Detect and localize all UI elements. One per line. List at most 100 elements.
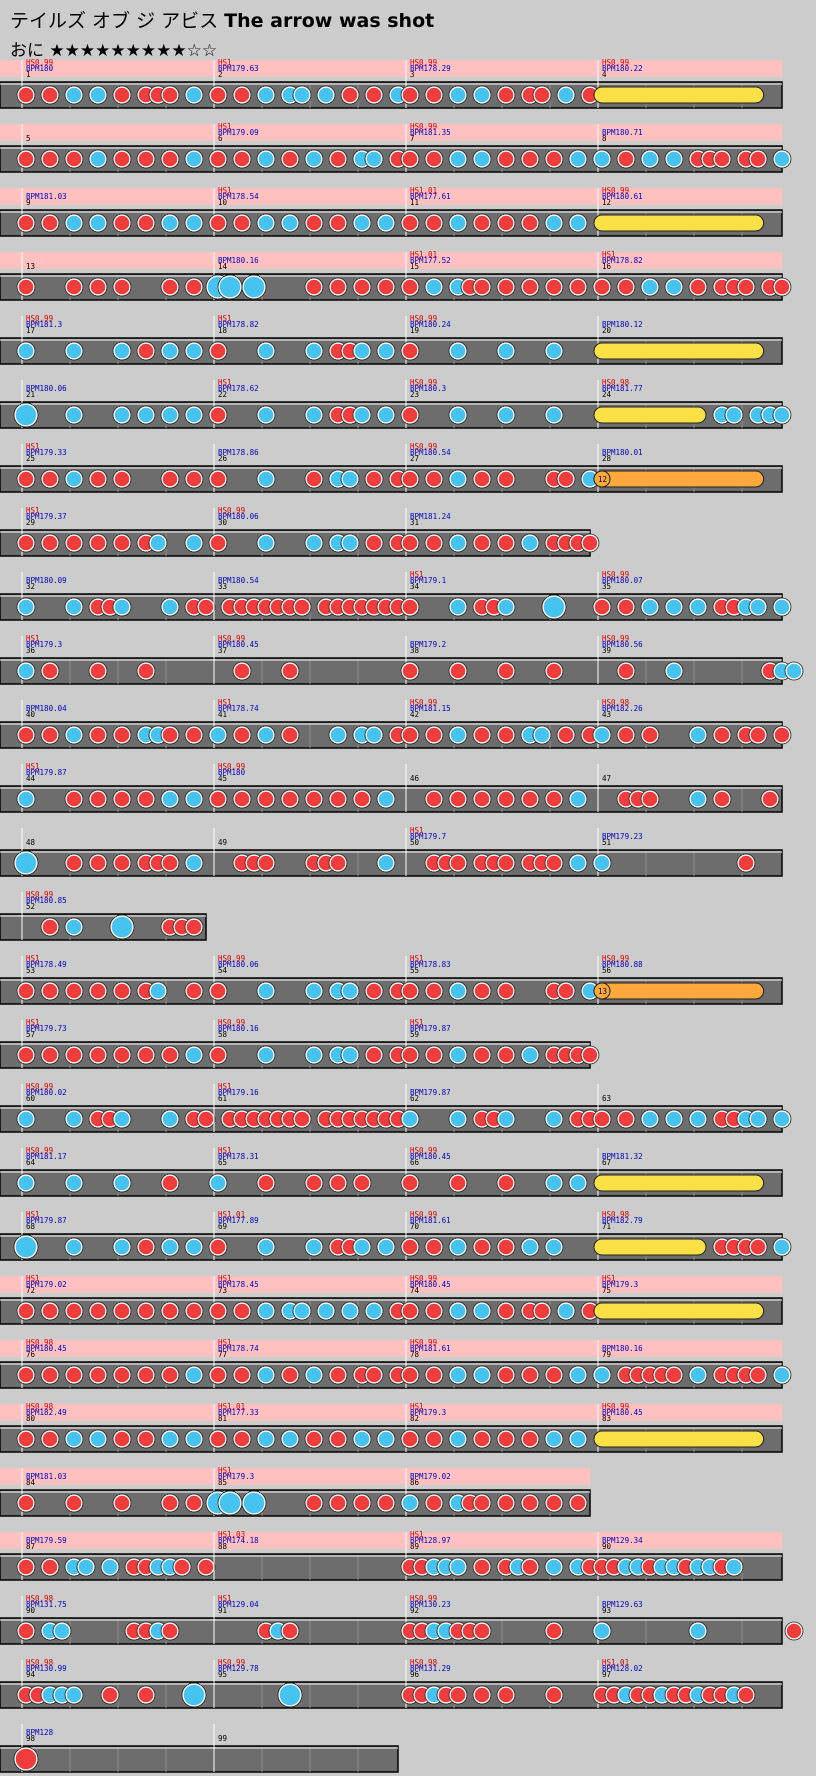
ka-note — [149, 982, 167, 1000]
bpm-label: BPM179.37 — [26, 512, 67, 521]
don-note — [557, 726, 575, 744]
don-note — [341, 86, 359, 104]
ka-note — [305, 1046, 323, 1064]
note-outline — [544, 149, 564, 169]
ka-note — [161, 1430, 179, 1448]
ka-note — [641, 598, 659, 616]
hs-label: HS1.01 — [218, 1210, 245, 1219]
note-outline — [364, 1365, 384, 1385]
note-outline — [448, 341, 468, 361]
note-outline — [544, 1173, 564, 1193]
don-note — [401, 982, 419, 1000]
note-outline — [352, 405, 372, 425]
note-outline — [160, 725, 180, 745]
balloon-count: 12 — [598, 475, 607, 484]
note-outline — [64, 1429, 84, 1449]
don-note — [497, 1046, 515, 1064]
note-outline — [280, 1365, 300, 1385]
note-outline — [136, 1237, 156, 1257]
ka-note — [185, 1366, 203, 1384]
measure-number: 81 — [218, 1414, 227, 1423]
don-note — [293, 598, 311, 616]
ka-note — [569, 214, 587, 232]
note-outline — [496, 597, 516, 617]
note-outline — [376, 1429, 396, 1449]
bpm-label: BPM180.01 — [602, 448, 643, 457]
don-note — [257, 854, 275, 872]
note-outline — [64, 1493, 84, 1513]
note-outline — [664, 1365, 684, 1385]
note-outline — [88, 1365, 108, 1385]
note-outline — [112, 341, 132, 361]
measure-number: 22 — [218, 390, 227, 399]
ka-note — [257, 726, 275, 744]
note-outline — [496, 1045, 516, 1065]
note-outline — [736, 277, 756, 297]
note-outline — [160, 1301, 180, 1321]
note-outline — [208, 1237, 228, 1257]
bpm-label: BPM179.73 — [26, 1024, 67, 1033]
big-note — [182, 1683, 206, 1707]
ka-note — [341, 470, 359, 488]
note-outline — [16, 597, 36, 617]
note-outline — [496, 981, 516, 1001]
ka-note — [257, 1430, 275, 1448]
note-outline — [112, 213, 132, 233]
note-outline — [748, 597, 768, 617]
ka-note — [689, 1366, 707, 1384]
note-outline — [328, 1429, 348, 1449]
ka-note — [665, 150, 683, 168]
note-outline — [256, 725, 276, 745]
ka-note — [17, 790, 35, 808]
don-note — [137, 150, 155, 168]
note-outline — [472, 1365, 492, 1385]
bpm-label: BPM181.61 — [410, 1344, 451, 1353]
note-outline — [556, 981, 576, 1001]
measure-number: 65 — [218, 1158, 227, 1167]
drumroll-note — [593, 1174, 765, 1192]
ka-note — [305, 1366, 323, 1384]
bpm-label: BPM178.31 — [218, 1152, 259, 1161]
note-outline — [472, 1621, 492, 1641]
note-outline — [88, 85, 108, 105]
don-note — [545, 854, 563, 872]
don-note — [17, 86, 35, 104]
note-outline — [544, 1685, 564, 1705]
ka-note — [569, 150, 587, 168]
note-outline — [184, 1493, 204, 1513]
don-note — [401, 598, 419, 616]
ka-note — [137, 406, 155, 424]
ka-note — [689, 1622, 707, 1640]
ka-note — [665, 662, 683, 680]
ka-note — [113, 1238, 131, 1256]
ka-note — [113, 598, 131, 616]
ka-note — [305, 982, 323, 1000]
note-outline — [724, 405, 744, 425]
don-note — [497, 150, 515, 168]
don-note — [233, 662, 251, 680]
measure-number: 78 — [410, 1350, 420, 1359]
note-outline — [88, 149, 108, 169]
don-note — [425, 214, 443, 232]
hs-label: HS0.99 — [410, 698, 437, 707]
ka-note — [449, 150, 467, 168]
note-outline — [64, 341, 84, 361]
bpm-label: BPM181.32 — [602, 1152, 643, 1161]
note-outline — [64, 1365, 84, 1385]
note-outline — [472, 1237, 492, 1257]
note-outline — [544, 789, 564, 809]
note-outline — [292, 85, 312, 105]
hs-label: HS1.01 — [218, 1402, 245, 1411]
don-note — [137, 1686, 155, 1704]
don-note — [17, 982, 35, 1000]
don-note — [497, 662, 515, 680]
don-note — [425, 1366, 443, 1384]
note-outline — [16, 85, 36, 105]
don-note — [65, 854, 83, 872]
ka-note — [65, 1686, 83, 1704]
hs-label: HS0.99 — [410, 1210, 437, 1219]
bpm-label: BPM180.04 — [26, 704, 67, 713]
ka-note — [497, 406, 515, 424]
don-note — [329, 1366, 347, 1384]
